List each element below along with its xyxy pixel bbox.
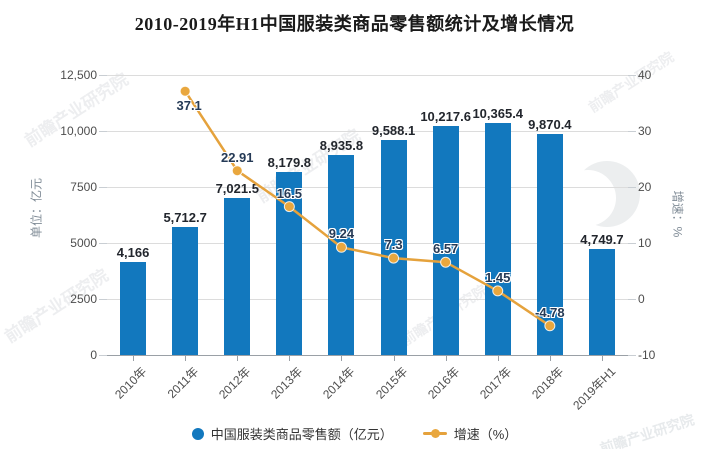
x-axis-tick [393, 356, 395, 361]
bar-value-label: 4,749.7 [580, 231, 624, 247]
right-axis-tick-label: -10 [638, 348, 656, 362]
line-series-swatch [422, 429, 447, 438]
left-axis-tick-label: 5000 [70, 236, 97, 250]
x-axis-tick [601, 356, 603, 361]
gridline [107, 187, 628, 188]
x-axis-label: 2013年 [268, 364, 306, 402]
left-axis-tick-label: 7500 [70, 180, 97, 194]
line-point-marker [335, 241, 347, 253]
right-axis-tick-label: 40 [638, 68, 652, 82]
left-axis-tick [99, 187, 107, 188]
right-axis-tick [628, 299, 636, 300]
growth-line [184, 90, 551, 327]
legend: 中国服装类商品零售额（亿元） 增速（%） [0, 424, 709, 443]
bar [536, 133, 563, 355]
right-axis-tick-label: 20 [638, 180, 652, 194]
line-point-label: 6.57 [432, 241, 459, 257]
left-axis-tick [99, 299, 107, 300]
x-axis-label: 2012年 [216, 364, 254, 402]
left-axis-tick-label: 2500 [70, 292, 97, 306]
line-point-label: 1.45 [485, 269, 511, 285]
bar [588, 248, 615, 355]
line-point-marker [388, 252, 400, 264]
right-axis-tick-label: 10 [638, 236, 652, 250]
right-axis-title: 增速：% [670, 190, 685, 238]
right-axis-tick-label: 0 [638, 292, 645, 306]
legend-item-retail-bar: 中国服装类商品零售额（亿元） [191, 424, 393, 443]
gridline [107, 131, 628, 132]
page-title: 2010-2019年H1中国服装类商品零售额统计及增长情况 [134, 14, 575, 34]
x-axis-tick [237, 356, 239, 361]
x-axis-label: 2014年 [320, 364, 358, 402]
bar [172, 227, 199, 355]
gridline [107, 299, 628, 300]
left-axis-tick [99, 131, 107, 132]
bar-value-label: 10,217.6 [420, 109, 471, 125]
legend-item-growth-line: 增速（%） [422, 424, 518, 443]
left-axis-tick-label: 12,500 [60, 68, 97, 82]
bar-value-label: 9,870.4 [528, 116, 572, 132]
bar-value-label: 8,935.8 [319, 137, 364, 153]
line-point-marker [492, 285, 504, 297]
left-axis-tick [99, 243, 107, 244]
line-series-dot [430, 429, 440, 438]
growth-line-layer [179, 85, 556, 332]
x-axis-label: 2011年 [164, 364, 202, 402]
bar [484, 122, 511, 355]
line-point-label: 7.3 [384, 237, 403, 253]
right-axis-tick-label: 30 [638, 124, 652, 138]
left-axis-tick [99, 355, 107, 356]
legend-label-retail: 中国服装类商品零售额（亿元） [210, 427, 393, 442]
x-axis-line [107, 355, 628, 356]
line-point-marker [440, 256, 452, 268]
left-axis-tick [99, 75, 107, 76]
bar [120, 261, 147, 355]
line-point-label: -4.78 [535, 304, 565, 320]
bar-value-label: 7,021.5 [215, 180, 259, 196]
bar-value-label: 9,588.1 [371, 123, 416, 139]
right-axis-tick [628, 243, 636, 244]
bar [380, 140, 407, 355]
line-point-marker [283, 201, 295, 213]
bar-value-label: 10,365.4 [472, 105, 524, 121]
right-axis-tick [628, 355, 636, 356]
right-axis-tick [628, 131, 636, 132]
line-point-label: 37.1 [176, 98, 202, 114]
line-point-marker [544, 320, 556, 332]
bar [328, 154, 355, 355]
x-axis-tick [497, 356, 499, 361]
line-point-label: 16.5 [276, 185, 302, 201]
x-axis-tick [445, 356, 447, 361]
x-axis-label: 2015年 [372, 364, 410, 402]
x-axis-label: 2018年 [528, 364, 567, 402]
gridline [107, 243, 628, 244]
x-axis-tick [341, 356, 343, 361]
bar-series-swatch [191, 427, 204, 440]
left-axis-tick-label: 10,000 [60, 124, 97, 138]
line-point-label: 22.91 [220, 149, 254, 165]
x-axis-label: 2019年H1 [570, 364, 619, 413]
bar-value-label: 8,179.8 [267, 154, 312, 170]
x-axis-tick [549, 356, 551, 361]
x-axis-label: 2016年 [424, 364, 462, 402]
x-axis-label: 2010年 [112, 364, 150, 402]
left-axis-tick-label: 0 [90, 348, 97, 362]
line-point-label: 9.24 [328, 226, 355, 242]
bar-value-label: 5,712.7 [163, 210, 207, 226]
line-point-marker [231, 165, 243, 177]
x-axis-tick [133, 356, 135, 361]
bar-value-label: 4,166 [116, 244, 150, 260]
legend-label-growth: 增速（%） [453, 427, 518, 442]
line-point-marker [179, 85, 191, 97]
right-axis-tick [628, 75, 636, 76]
bar [224, 197, 251, 355]
x-axis-label: 2017年 [476, 364, 515, 402]
gridline [107, 75, 628, 76]
right-axis-tick [628, 187, 636, 188]
x-axis-tick [185, 356, 187, 361]
x-axis-tick [289, 356, 291, 361]
bar [432, 126, 459, 355]
